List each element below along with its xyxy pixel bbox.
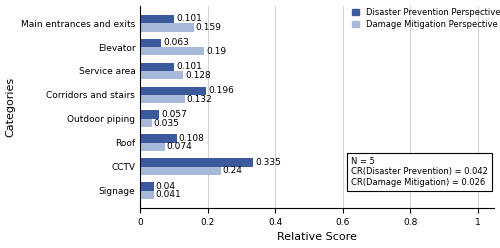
Bar <box>140 62 174 71</box>
Text: 0.132: 0.132 <box>186 94 212 104</box>
Bar <box>140 15 174 23</box>
Bar <box>140 87 206 95</box>
Text: 0.057: 0.057 <box>161 110 187 119</box>
Text: 0.108: 0.108 <box>178 134 204 143</box>
Text: 0.101: 0.101 <box>176 62 202 71</box>
Bar <box>140 182 153 190</box>
Bar <box>140 119 152 127</box>
Legend: Disaster Prevention Perspective, Damage Mitigation Perspective: Disaster Prevention Perspective, Damage … <box>350 6 500 31</box>
Text: 0.128: 0.128 <box>185 71 211 80</box>
Text: N = 5
CR(Disaster Prevention) = 0.042
CR(Damage Mitigation) = 0.026: N = 5 CR(Disaster Prevention) = 0.042 CR… <box>351 157 488 186</box>
Bar <box>140 47 204 56</box>
X-axis label: Relative Score: Relative Score <box>278 232 357 243</box>
Text: 0.196: 0.196 <box>208 86 234 95</box>
Bar <box>140 23 194 31</box>
Text: 0.035: 0.035 <box>154 119 180 127</box>
Bar <box>140 39 162 47</box>
Text: 0.063: 0.063 <box>163 38 189 47</box>
Text: 0.04: 0.04 <box>156 182 176 191</box>
Text: 0.159: 0.159 <box>196 23 222 32</box>
Text: 0.101: 0.101 <box>176 14 202 24</box>
Text: 0.074: 0.074 <box>167 142 192 152</box>
Text: 0.19: 0.19 <box>206 47 226 56</box>
Text: 0.24: 0.24 <box>223 166 242 175</box>
Bar <box>140 143 165 151</box>
Y-axis label: Categories: Categories <box>6 77 16 137</box>
Text: 0.041: 0.041 <box>156 190 182 199</box>
Bar <box>140 71 184 79</box>
Bar <box>140 110 160 119</box>
Bar <box>140 158 253 167</box>
Bar <box>140 190 154 199</box>
Text: 0.335: 0.335 <box>255 158 281 167</box>
Bar <box>140 167 221 175</box>
Bar <box>140 95 185 103</box>
Bar <box>140 134 176 143</box>
